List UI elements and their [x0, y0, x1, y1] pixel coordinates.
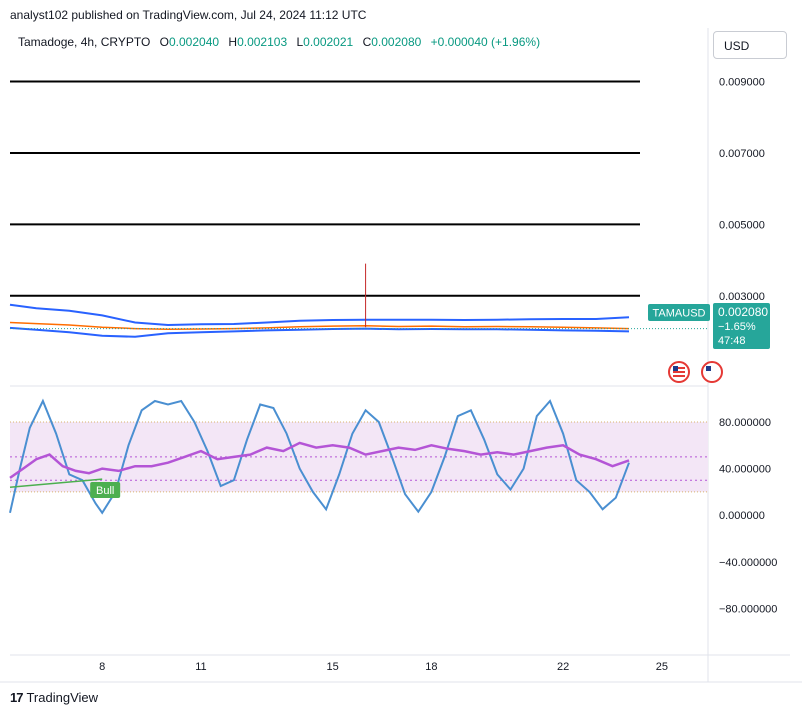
price-tag-ticker: TAMAUSD	[653, 308, 706, 320]
bollinger-upper-line	[9, 303, 630, 327]
stoch-line	[9, 398, 630, 515]
low-label: L	[296, 35, 304, 49]
signal-line	[9, 478, 103, 488]
price-tag-bg	[713, 303, 770, 349]
time-tick-label: 8	[99, 661, 105, 673]
close-label: C	[362, 35, 372, 49]
price-tick-label: 0.007000	[719, 148, 765, 160]
close-value: 0.002080	[371, 35, 422, 49]
price-tick-label: 0.003000	[719, 291, 765, 303]
flag-icon-secondary[interactable]	[701, 361, 723, 383]
bollinger-lower-line	[9, 326, 630, 338]
low-value: 0.002021	[303, 35, 354, 49]
symbol-bar: Tamadoge, 4h, CRYPTO O0.002040 H0.002103…	[18, 35, 540, 49]
osc-tick-label: −80.000000	[719, 603, 777, 615]
price-tag-change: −1.65%	[718, 321, 756, 333]
time-tick-label: 11	[195, 661, 206, 673]
tradingview-logo-icon: 17	[10, 690, 24, 705]
published-line: analyst102 published on TradingView.com,…	[10, 8, 367, 22]
time-tick-label: 15	[327, 661, 339, 673]
price-tag-price: 0.002080	[718, 305, 768, 319]
price-tag-ticker-bg	[648, 304, 710, 321]
bull-label-bg	[90, 482, 121, 499]
osc-tick-label: −40.000000	[719, 557, 777, 569]
price-tick-label: 0.009000	[719, 77, 765, 89]
high-label: H	[228, 35, 238, 49]
flag-icon[interactable]	[668, 361, 690, 383]
osc-tick-label: 80.000000	[719, 417, 771, 429]
rsi-line	[9, 441, 630, 479]
brand-name: TradingView	[26, 690, 99, 705]
price-line	[9, 321, 630, 331]
open-label: O	[159, 35, 169, 49]
currency-button[interactable]: USD	[713, 31, 787, 59]
high-value: 0.002103	[237, 35, 288, 49]
price-tick-label: 0.005000	[719, 219, 765, 231]
oscillator-pane: Bull	[9, 398, 708, 515]
symbol-name: Tamadoge, 4h, CRYPTO	[18, 35, 151, 49]
time-tick-label: 22	[557, 661, 569, 673]
price-tag: TAMAUSD 0.002080 −1.65% 47:48	[648, 303, 770, 349]
oscillator-band	[10, 421, 708, 492]
axes: 0.0090000.0070000.0050000.00300080.00000…	[99, 77, 777, 673]
time-tick-label: 25	[656, 661, 668, 673]
osc-tick-label: 0.000000	[719, 510, 765, 522]
osc-tick-label: 40.000000	[719, 464, 771, 476]
change-value: +0.000040 (+1.96%)	[430, 35, 541, 49]
grid	[0, 28, 802, 683]
price-tag-countdown: 47:48	[718, 335, 746, 347]
price-pane	[9, 80, 708, 338]
time-tick-label: 18	[425, 661, 437, 673]
open-value: 0.002040	[168, 35, 220, 49]
footer: 17 TradingView	[10, 690, 98, 705]
bull-label: Bull	[96, 485, 114, 497]
